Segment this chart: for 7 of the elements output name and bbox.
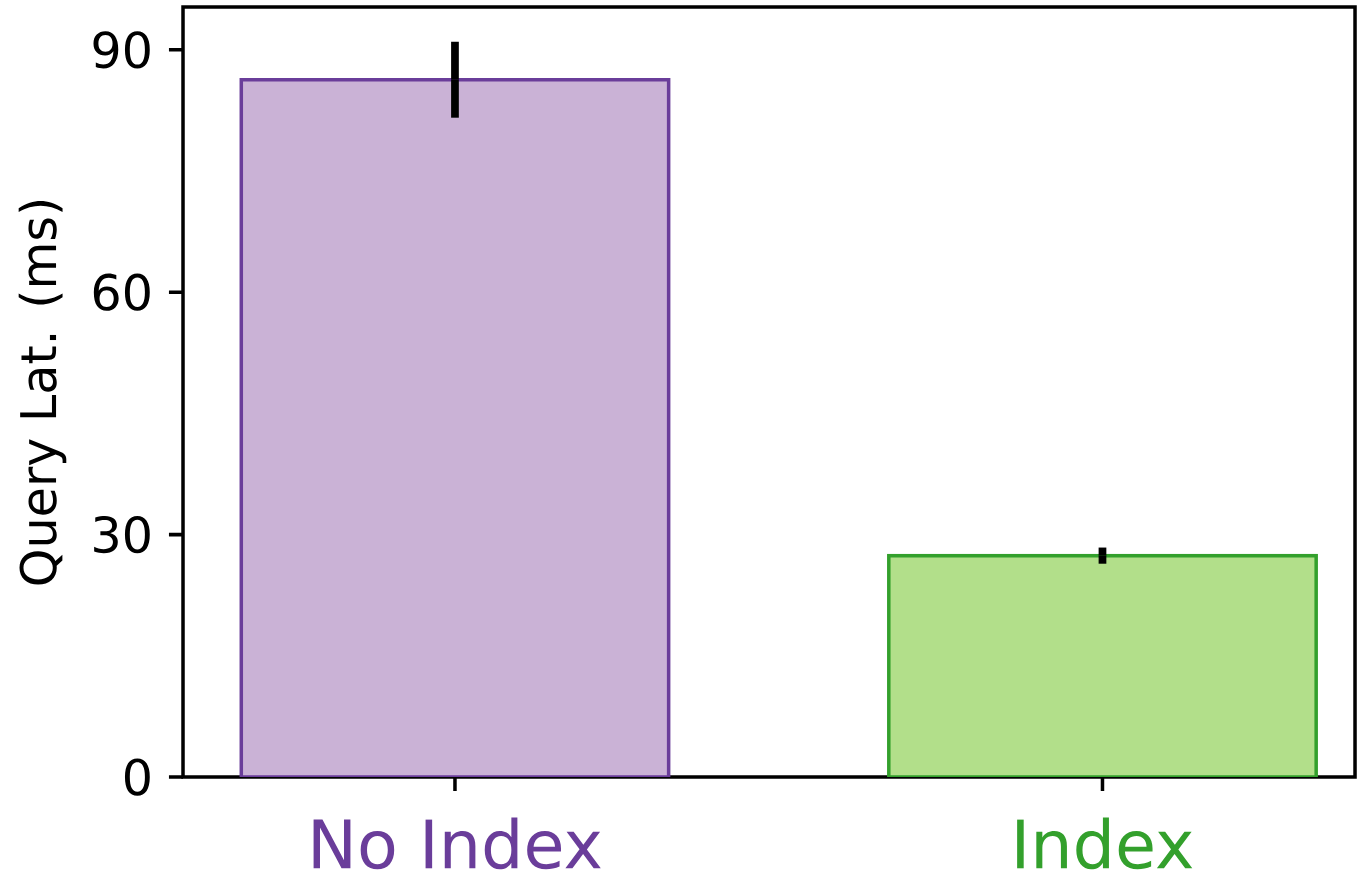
y-tick-label: 90 <box>93 31 150 69</box>
x-tick-label: No Index <box>313 817 601 870</box>
x-tick-label: Index <box>1017 817 1193 870</box>
y-tick-label: 30 <box>94 515 150 554</box>
y-tick-label: 0 <box>124 758 150 796</box>
y-axis-title: Query Lat. (ms) <box>18 201 67 585</box>
y-tick-label: 60 <box>93 273 150 311</box>
